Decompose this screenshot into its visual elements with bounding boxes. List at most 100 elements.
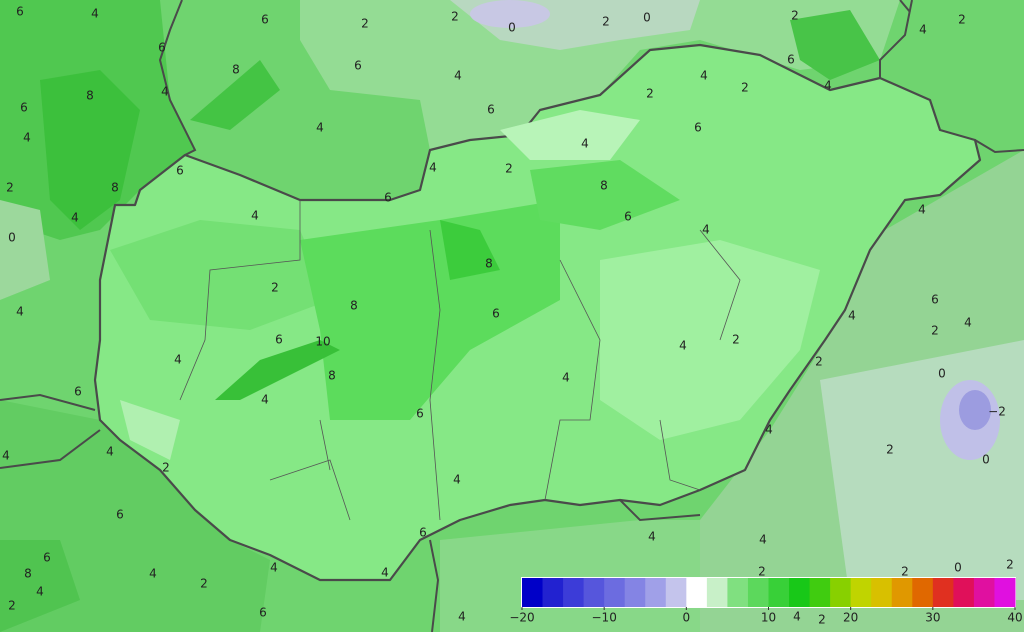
contour-label: 8 — [600, 179, 608, 193]
contour-label: 6 — [694, 121, 702, 135]
contour-label: 4 — [453, 473, 461, 487]
contour-label: 2 — [931, 324, 939, 338]
contour-label: 2 — [646, 87, 654, 101]
colorbar-swatch — [850, 578, 872, 607]
colorbar: −20 −10 0 10 20 30 40 — [509, 577, 1023, 625]
colorbar-swatch — [953, 578, 975, 607]
contour-label: 6 — [158, 41, 166, 55]
contour-label: 4 — [251, 209, 259, 223]
contour-label: 2 — [451, 10, 459, 24]
colorbar-label: 10 — [761, 611, 776, 625]
contour-label: 4 — [648, 530, 656, 544]
contour-label: 4 — [759, 533, 767, 547]
colorbar-swatch — [665, 578, 687, 607]
contour-label: 4 — [91, 7, 99, 21]
hungary — [93, 43, 982, 582]
colorbar-swatch — [809, 578, 831, 607]
contour-label: 8 — [232, 63, 240, 77]
contour-label: 4 — [824, 79, 832, 93]
contour-label: 8 — [485, 257, 493, 271]
colorbar-swatch — [830, 578, 852, 607]
contour-label: 8 — [86, 89, 94, 103]
colorbar-swatch — [604, 578, 626, 607]
contour-label: 2 — [901, 565, 909, 579]
contour-label: 6 — [16, 5, 24, 19]
colorbar-swatch — [891, 578, 913, 607]
contour-label: 2 — [602, 15, 610, 29]
colorbar-swatch — [624, 578, 646, 607]
contour-label: 4 — [316, 121, 324, 135]
contour-label: 8 — [328, 369, 336, 383]
contour-label: 2 — [271, 281, 279, 295]
colorbar-swatch — [583, 578, 605, 607]
contour-label: 6 — [787, 53, 795, 67]
contour-label: 6 — [275, 333, 283, 347]
contour-label: 8 — [111, 181, 119, 195]
colorbar-swatch — [706, 578, 728, 607]
contour-label: 4 — [964, 316, 972, 330]
contour-label: 0 — [643, 11, 651, 25]
contour-label: 4 — [702, 223, 710, 237]
contour-label: 2 — [791, 9, 799, 23]
contour-label: 6 — [419, 526, 427, 540]
contour-label: 4 — [174, 353, 182, 367]
contour-label: 2 — [6, 181, 14, 195]
contour-label: 6 — [931, 293, 939, 307]
colorbar-swatch — [871, 578, 893, 607]
contour-label: 6 — [624, 210, 632, 224]
contour-label: 4 — [36, 585, 44, 599]
contour-label: 6 — [354, 59, 362, 73]
contour-label: −2 — [988, 405, 1006, 419]
contour-label: 0 — [508, 21, 516, 35]
contour-label: 10 — [315, 335, 330, 349]
contour-label: 4 — [71, 211, 79, 225]
contour-label: 0 — [938, 367, 946, 381]
colorbar-swatch — [522, 578, 544, 607]
contour-label: 4 — [793, 610, 801, 624]
contour-label: 2 — [732, 333, 740, 347]
colorbar-label: 20 — [843, 611, 858, 625]
contour-label: 4 — [919, 23, 927, 37]
contour-label: 2 — [162, 461, 170, 475]
colorbar-swatch — [912, 578, 934, 607]
contour-label: 2 — [1006, 558, 1014, 572]
contour-label: 6 — [259, 606, 267, 620]
contour-label: 6 — [176, 164, 184, 178]
contour-label: 4 — [458, 610, 466, 624]
contour-label: 2 — [958, 13, 966, 27]
contour-label: 6 — [384, 191, 392, 205]
contour-label: 0 — [954, 561, 962, 575]
colorbar-label: −10 — [592, 611, 617, 625]
colorbar-swatch — [563, 578, 585, 607]
contour-label: 4 — [106, 445, 114, 459]
contour-label: 2 — [818, 613, 826, 627]
colorbar-swatch — [994, 578, 1016, 607]
contour-label: 4 — [2, 449, 10, 463]
contour-label: 4 — [261, 393, 269, 407]
colorbar-swatch — [789, 578, 811, 607]
colorbar-swatch — [542, 578, 564, 607]
colorbar-swatch — [932, 578, 954, 607]
contour-label: 4 — [149, 567, 157, 581]
contour-label: 4 — [23, 131, 31, 145]
contour-label: 6 — [487, 103, 495, 117]
colorbar-label: 30 — [925, 611, 940, 625]
contour-label: 4 — [765, 423, 773, 437]
contour-label: 2 — [886, 443, 894, 457]
contour-label: 6 — [261, 13, 269, 27]
contour-label: 2 — [741, 81, 749, 95]
contour-label: 6 — [43, 551, 51, 565]
contour-label: 4 — [161, 85, 169, 99]
colorbar-label: 0 — [683, 611, 691, 625]
contour-label: 4 — [16, 305, 24, 319]
contour-label: 4 — [918, 203, 926, 217]
contour-label: 4 — [381, 566, 389, 580]
contour-label: 2 — [815, 355, 823, 369]
contour-label: 2 — [200, 577, 208, 591]
contour-label: 4 — [581, 137, 589, 151]
contour-label: 6 — [116, 508, 124, 522]
colorbar-label: 40 — [1007, 611, 1022, 625]
